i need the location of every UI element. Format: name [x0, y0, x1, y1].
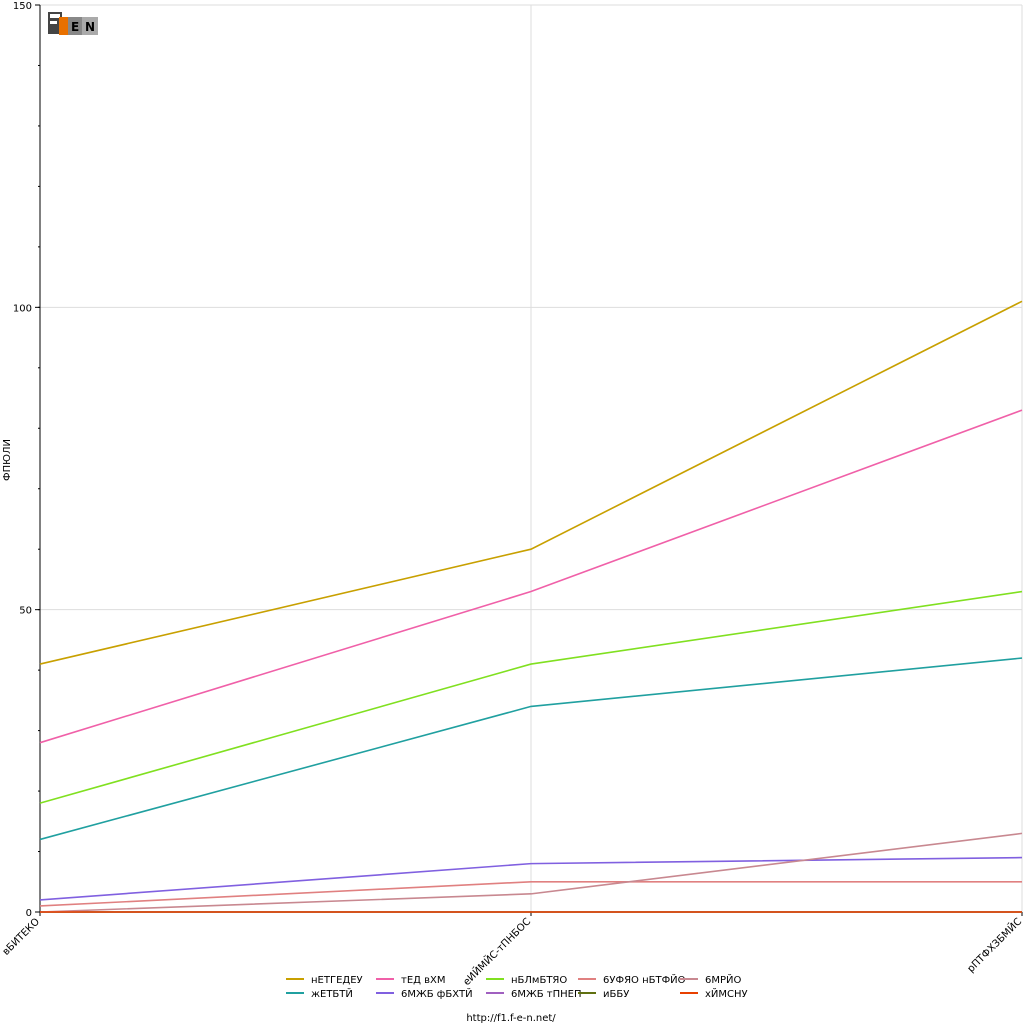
series-line [39, 300, 1023, 665]
y-tick-label: 0 [26, 908, 32, 919]
series-line [39, 590, 1023, 804]
legend-label: иББУ [603, 989, 629, 1000]
series-line [39, 657, 1023, 841]
svg-text:N: N [85, 20, 95, 34]
series-line [39, 832, 1023, 913]
svg-text:E: E [71, 20, 79, 34]
grid [40, 4, 1023, 912]
y-tick-label: 100 [13, 303, 32, 314]
legend-label: тЕД вХМ [401, 975, 446, 986]
legend-label: 6МРЙО [705, 973, 742, 986]
footer-url[interactable]: http://f1.f-e-n.net/ [466, 1013, 556, 1024]
f1en-logo: E N [48, 12, 98, 35]
legend-label: хЙМСНУ [705, 987, 748, 1000]
legend-label: нБЛмБТЯО [511, 975, 567, 986]
y-tick-label: 150 [13, 1, 32, 12]
series-lines [39, 300, 1023, 913]
legend-label: 6УФЯО нБТФЙО [603, 973, 686, 986]
y-tick-label: 50 [19, 606, 32, 617]
x-tick-label: вБИТЕКО [1, 916, 43, 958]
legend-label: жЕТБТЙ [311, 987, 353, 1000]
legend-label: 6МЖБ фБХТЙ [401, 987, 473, 1000]
series-line [39, 409, 1023, 744]
y-axis-title: ФПЮЛИ [2, 439, 13, 481]
legend-label: нЕТГЕДЕУ [311, 975, 363, 986]
x-tick-label: рПТФХЗБМЙС [964, 915, 1024, 975]
legend-label: 6МЖБ тПНЕП [511, 989, 582, 1000]
series-line [39, 856, 1023, 901]
series-line [39, 880, 1022, 907]
